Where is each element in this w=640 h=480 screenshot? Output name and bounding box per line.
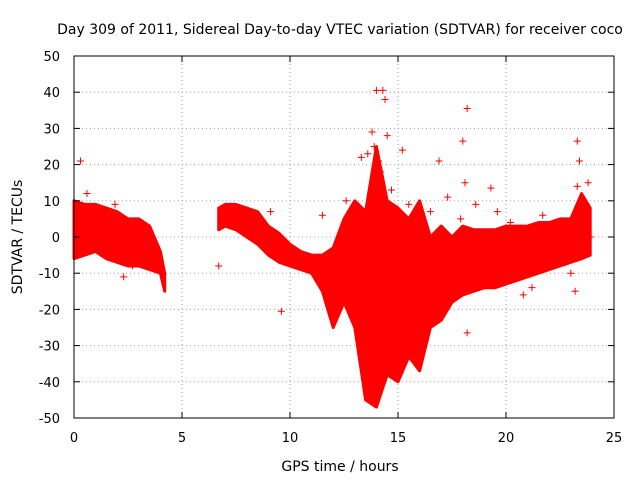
data-points [72,86,594,409]
data-point [368,128,376,136]
data-point [493,208,501,216]
data-point [364,150,372,158]
x-tick-label: 25 [606,431,623,446]
y-tick-label: 50 [43,50,60,65]
data-point [267,208,275,216]
data-point [357,153,365,161]
y-tick-label: 0 [52,231,60,246]
data-point [318,211,326,219]
x-tick-label: 5 [178,431,186,446]
y-tick-label: -40 [39,376,60,391]
data-point [370,143,378,150]
data-point [398,146,406,154]
data-point [416,222,424,230]
data-point [435,157,443,165]
data-point [375,157,383,165]
y-tick-label: -20 [39,303,60,318]
x-tick-label: 10 [282,431,299,446]
data-point [459,137,467,145]
data-point [392,215,400,223]
data-point [584,179,592,187]
data-point [567,269,575,277]
data-point [111,200,119,208]
data-point [340,269,348,277]
y-tick-label: -30 [39,340,60,355]
data-point [76,157,84,165]
data-point [388,186,396,194]
chart-title: Day 309 of 2011, Sidereal Day-to-day VTE… [57,22,623,38]
data-point [550,262,558,270]
data-point [372,86,380,94]
data-point [426,208,434,216]
data-point [472,200,480,208]
axis-ticks: 0 5 10 15 20 25 50 40 30 20 10 0 -10 -20 -30 -40 -50 [39,50,623,446]
data-point [377,168,385,176]
data-point [586,233,594,241]
data-point [463,329,471,337]
data-point [463,104,471,112]
data-point [573,182,581,190]
data-point [519,291,527,299]
data-point [480,244,488,252]
data-point [405,200,413,208]
data-point [342,197,350,205]
data-point [444,193,452,201]
data-point [143,258,151,266]
data-point [381,95,389,103]
data-point [575,157,583,165]
data-point [571,287,579,295]
y-tick-label: 10 [43,195,60,210]
data-point [573,137,581,145]
data-point [457,215,465,223]
data-point [506,219,514,227]
y-tick-label: 40 [43,86,60,101]
data-point [528,284,536,292]
data-point [364,226,372,234]
x-tick-label: 20 [498,431,515,446]
x-tick-label: 0 [70,431,78,446]
y-axis-label: SDTVAR / TECUs [10,180,26,295]
y-tick-label: 20 [43,159,60,174]
x-tick-label: 15 [390,431,407,446]
data-point [120,273,128,281]
data-point [83,190,91,198]
y-tick-label: -10 [39,267,60,282]
y-tick-label: -50 [39,412,60,427]
data-point [461,179,469,187]
data-band-segment-2 [217,145,592,409]
data-point [539,211,547,219]
x-axis-label: GPS time / hours [281,459,398,475]
data-point [215,262,223,270]
data-point [128,262,136,270]
data-point [379,86,387,94]
data-point [487,184,495,192]
data-point [277,307,285,315]
data-point [340,229,348,237]
data-band-segment-1 [72,199,167,293]
data-point [383,132,391,140]
y-tick-label: 30 [43,122,60,137]
